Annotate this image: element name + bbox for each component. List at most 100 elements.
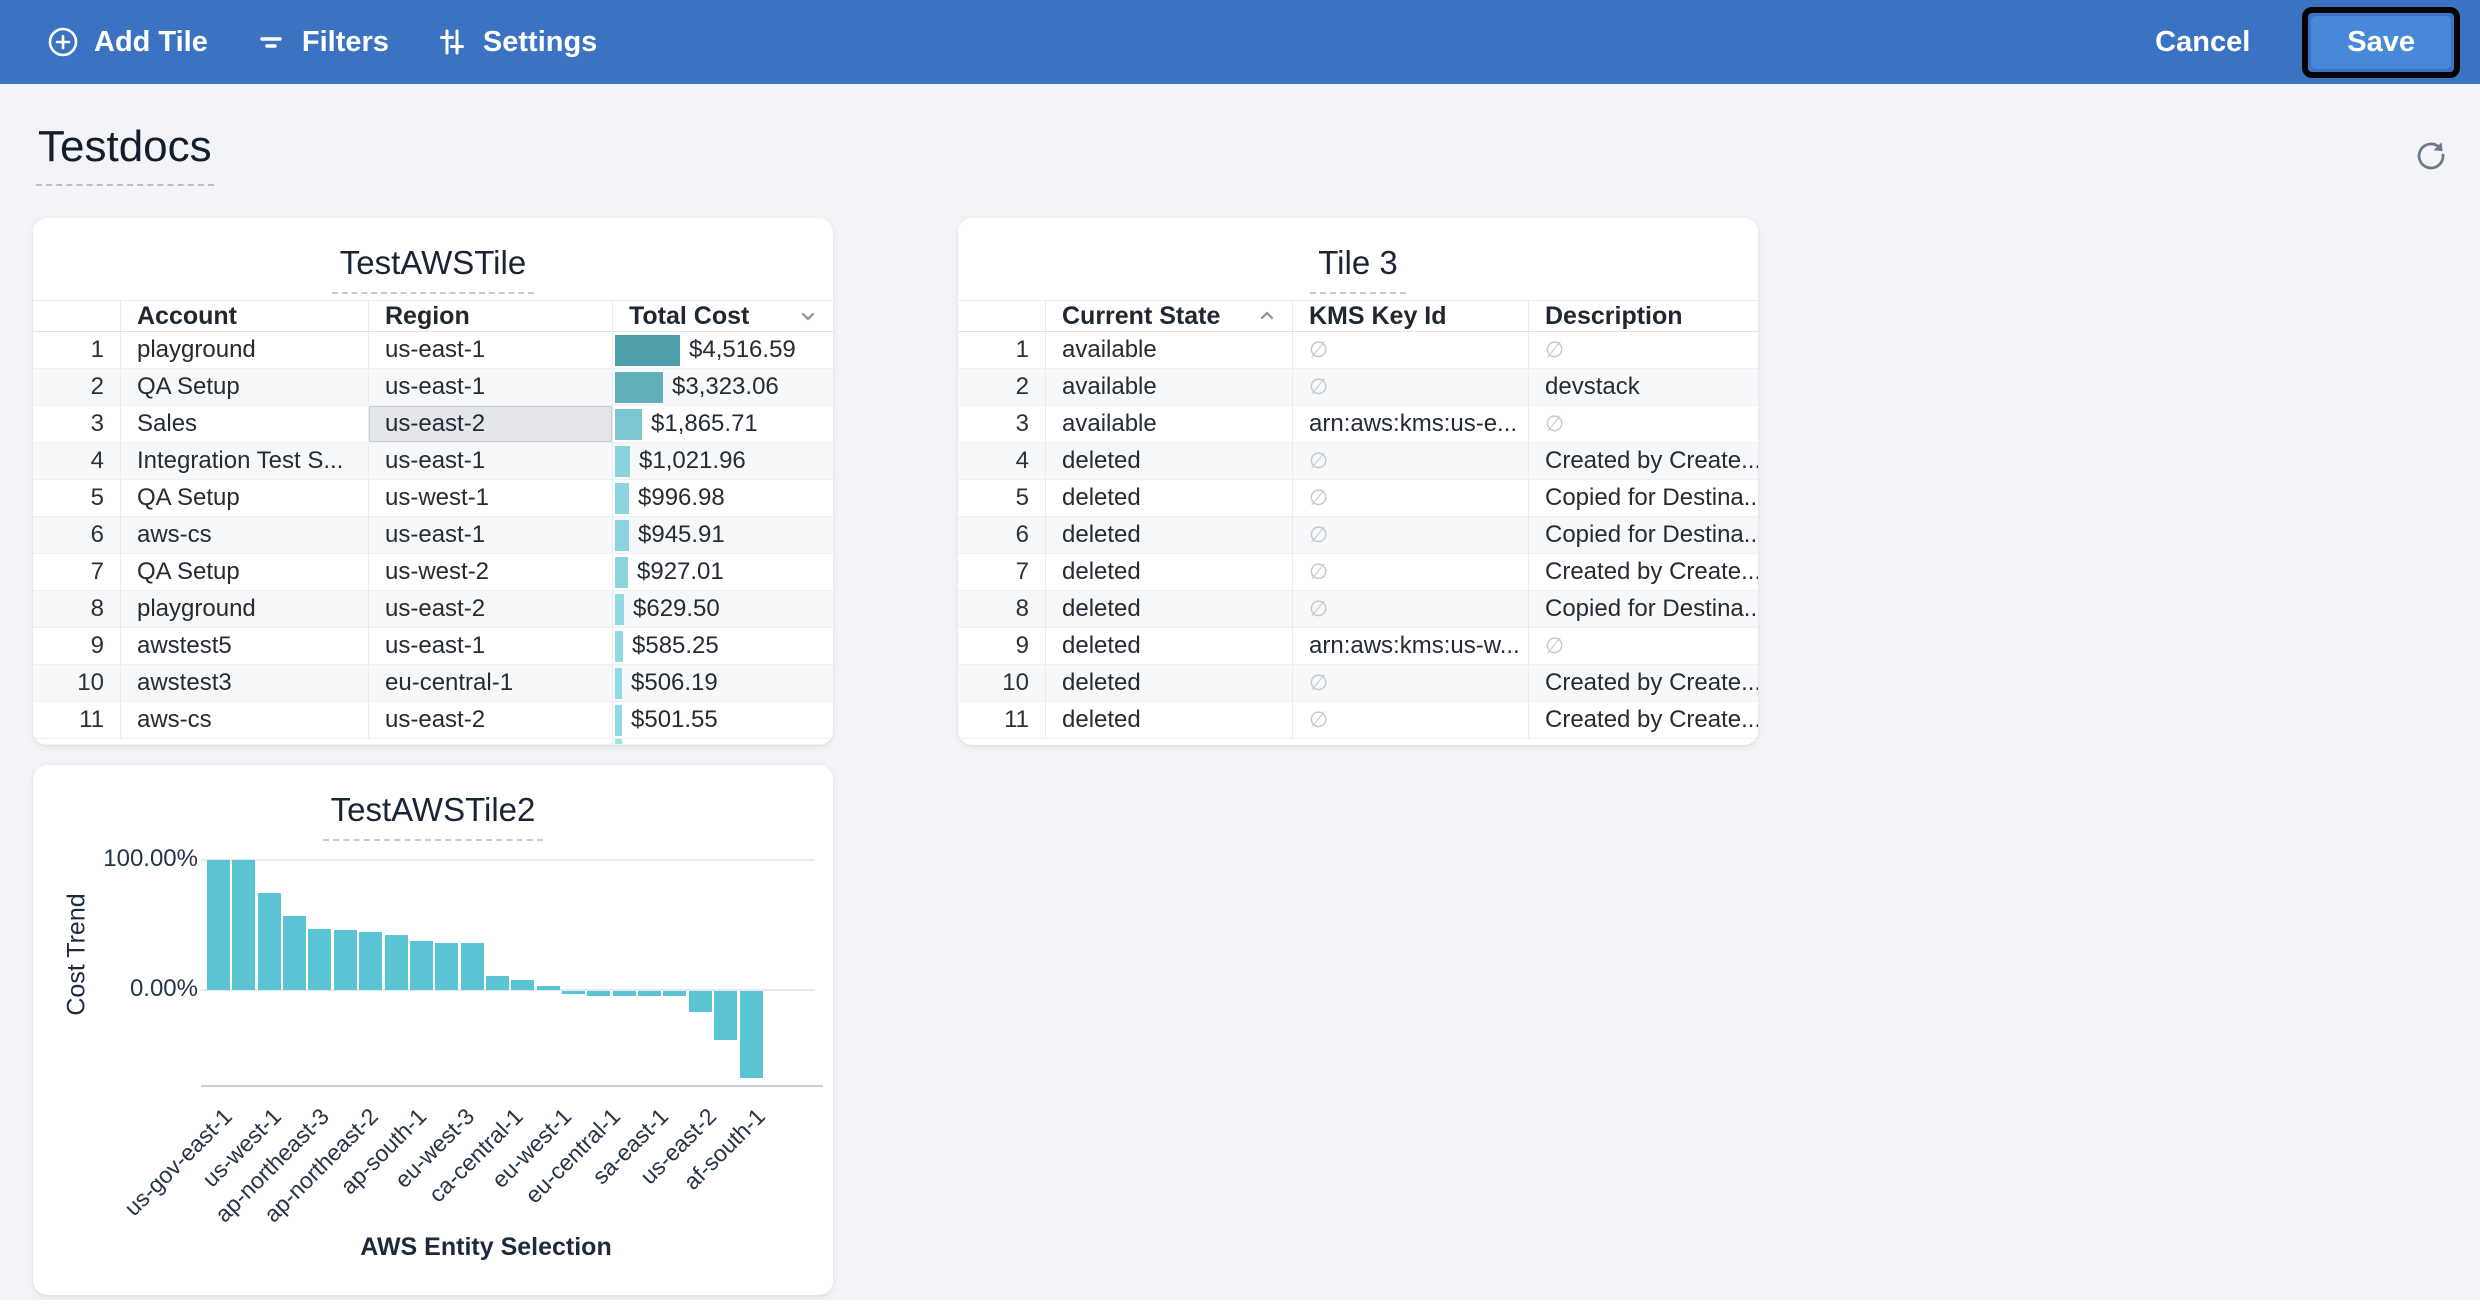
account-cell[interactable]: aws-cs xyxy=(120,517,368,553)
table-row[interactable]: 5QA Setupus-west-1$996.98 xyxy=(33,480,833,517)
table-row[interactable]: 9awstest5us-east-1$585.25 xyxy=(33,628,833,665)
chart-bar[interactable] xyxy=(689,991,712,1012)
region-cell[interactable]: us-east-1 xyxy=(368,517,612,553)
column-header-total-cost[interactable]: Total Cost xyxy=(612,301,833,331)
total-cost-cell[interactable]: $506.19 xyxy=(612,665,833,701)
region-cell[interactable]: us-west-1 xyxy=(368,480,612,516)
current-state-cell[interactable]: deleted xyxy=(1045,517,1292,553)
kms-key-id-cell[interactable]: arn:aws:kms:us-e... xyxy=(1292,406,1528,442)
total-cost-cell[interactable]: $3,323.06 xyxy=(612,369,833,405)
table-row[interactable]: 10awstest3eu-central-1$506.19 xyxy=(33,665,833,702)
column-header-region[interactable]: Region xyxy=(368,301,612,331)
chart-bar[interactable] xyxy=(308,929,331,990)
kms-key-id-cell[interactable]: ∅ xyxy=(1292,665,1528,701)
tile-title[interactable]: Tile 3 xyxy=(1310,244,1405,294)
description-cell[interactable]: Created by Create... xyxy=(1528,665,1758,701)
column-header-kms-key-id[interactable]: KMS Key Id xyxy=(1292,301,1528,331)
kms-key-id-cell[interactable]: ∅ xyxy=(1292,480,1528,516)
table-row[interactable]: 2QA Setupus-east-1$3,323.06 xyxy=(33,369,833,406)
chart-bar[interactable] xyxy=(435,943,458,990)
column-header-account[interactable]: Account xyxy=(120,301,368,331)
chart-bar[interactable] xyxy=(613,991,636,996)
kms-key-id-cell[interactable]: ∅ xyxy=(1292,591,1528,627)
table-row[interactable]: 9deletedarn:aws:kms:us-w...∅ xyxy=(958,628,1758,665)
account-cell[interactable]: QA Setup xyxy=(120,554,368,590)
table-row[interactable]: 1available∅∅ xyxy=(958,332,1758,369)
description-cell[interactable]: Copied for Destina... xyxy=(1528,480,1758,516)
chart-bar[interactable] xyxy=(461,943,484,990)
current-state-cell[interactable]: deleted xyxy=(1045,554,1292,590)
region-cell[interactable]: us-east-1 xyxy=(368,443,612,479)
table-row[interactable]: 10deleted∅Created by Create... xyxy=(958,665,1758,702)
filters-button[interactable]: Filters xyxy=(254,25,389,59)
kms-key-id-cell[interactable]: ∅ xyxy=(1292,517,1528,553)
account-cell[interactable]: awstest5 xyxy=(120,628,368,664)
current-state-cell[interactable]: deleted xyxy=(1045,480,1292,516)
region-cell[interactable]: us-east-1 xyxy=(368,628,612,664)
settings-button[interactable]: Settings xyxy=(435,25,597,59)
chart-bar[interactable] xyxy=(232,860,255,990)
current-state-cell[interactable]: available xyxy=(1045,332,1292,368)
table-row[interactable]: 7deleted∅Created by Create... xyxy=(958,554,1758,591)
table-row[interactable]: 6deleted∅Copied for Destina... xyxy=(958,517,1758,554)
chart-bar[interactable] xyxy=(740,991,763,1078)
region-cell[interactable]: us-east-2 xyxy=(368,702,612,738)
description-cell[interactable]: Created by Create... xyxy=(1528,443,1758,479)
chevron-up-icon[interactable] xyxy=(1256,305,1278,327)
region-cell[interactable]: us-west-2 xyxy=(368,554,612,590)
account-cell[interactable]: aws-cs xyxy=(120,702,368,738)
current-state-cell[interactable]: deleted xyxy=(1045,443,1292,479)
account-cell[interactable]: Sales xyxy=(120,406,368,442)
account-cell[interactable]: QA Setup xyxy=(120,369,368,405)
chart-bar[interactable] xyxy=(385,935,408,990)
table-row[interactable]: 8deleted∅Copied for Destina... xyxy=(958,591,1758,628)
table-row[interactable]: 5deleted∅Copied for Destina... xyxy=(958,480,1758,517)
description-cell[interactable]: Copied for Destina... xyxy=(1528,591,1758,627)
kms-key-id-cell[interactable]: ∅ xyxy=(1292,554,1528,590)
chart-bar[interactable] xyxy=(663,991,686,996)
account-cell[interactable]: playground xyxy=(120,332,368,368)
current-state-cell[interactable]: deleted xyxy=(1045,591,1292,627)
total-cost-cell[interactable]: $1,021.96 xyxy=(612,443,833,479)
account-cell[interactable]: QA Setup xyxy=(120,480,368,516)
cancel-button[interactable]: Cancel xyxy=(2155,26,2250,59)
current-state-cell[interactable]: deleted xyxy=(1045,702,1292,738)
save-button[interactable]: Save xyxy=(2311,16,2451,69)
kms-key-id-cell[interactable]: arn:aws:kms:us-w... xyxy=(1292,628,1528,664)
table-row[interactable]: 4deleted∅Created by Create... xyxy=(958,443,1758,480)
account-cell[interactable]: awstest3 xyxy=(120,665,368,701)
current-state-cell[interactable]: available xyxy=(1045,406,1292,442)
chart-bar[interactable] xyxy=(511,980,534,990)
table-row[interactable]: 3availablearn:aws:kms:us-e...∅ xyxy=(958,406,1758,443)
chart-bar[interactable] xyxy=(486,976,509,990)
chart-bar[interactable] xyxy=(258,893,281,991)
region-cell[interactable]: us-east-1 xyxy=(368,332,612,368)
total-cost-cell[interactable]: $945.91 xyxy=(612,517,833,553)
description-cell[interactable]: devstack xyxy=(1528,369,1758,405)
table-row[interactable]: 4Integration Test S...us-east-1$1,021.96 xyxy=(33,443,833,480)
table-row[interactable]: 1playgroundus-east-1$4,516.59 xyxy=(33,332,833,369)
current-state-cell[interactable]: deleted xyxy=(1045,665,1292,701)
region-cell-selected[interactable]: us-east-2 xyxy=(368,406,612,442)
table-row[interactable]: 11aws-csus-east-2$501.55 xyxy=(33,702,833,739)
chevron-down-icon[interactable] xyxy=(797,305,819,327)
chart-bar[interactable] xyxy=(537,986,560,990)
region-cell[interactable]: eu-central-1 xyxy=(368,665,612,701)
description-cell[interactable]: ∅ xyxy=(1528,406,1758,442)
chart-bar[interactable] xyxy=(714,991,737,1040)
table-row[interactable]: 6aws-csus-east-1$945.91 xyxy=(33,517,833,554)
chart-bar[interactable] xyxy=(334,930,357,990)
table-row[interactable]: 2available∅devstack xyxy=(958,369,1758,406)
region-cell[interactable]: us-east-2 xyxy=(368,591,612,627)
current-state-cell[interactable]: deleted xyxy=(1045,628,1292,664)
table-row[interactable]: 3Salesus-east-2$1,865.71 xyxy=(33,406,833,443)
chart-bar[interactable] xyxy=(587,991,610,996)
description-cell[interactable]: Copied for Destina... xyxy=(1528,517,1758,553)
column-header-current-state[interactable]: Current State xyxy=(1045,301,1292,331)
current-state-cell[interactable]: available xyxy=(1045,369,1292,405)
refresh-button[interactable] xyxy=(2414,138,2448,172)
total-cost-cell[interactable]: $927.01 xyxy=(612,554,833,590)
kms-key-id-cell[interactable]: ∅ xyxy=(1292,369,1528,405)
chart-bar[interactable] xyxy=(359,932,382,991)
description-cell[interactable]: Created by Create... xyxy=(1528,554,1758,590)
